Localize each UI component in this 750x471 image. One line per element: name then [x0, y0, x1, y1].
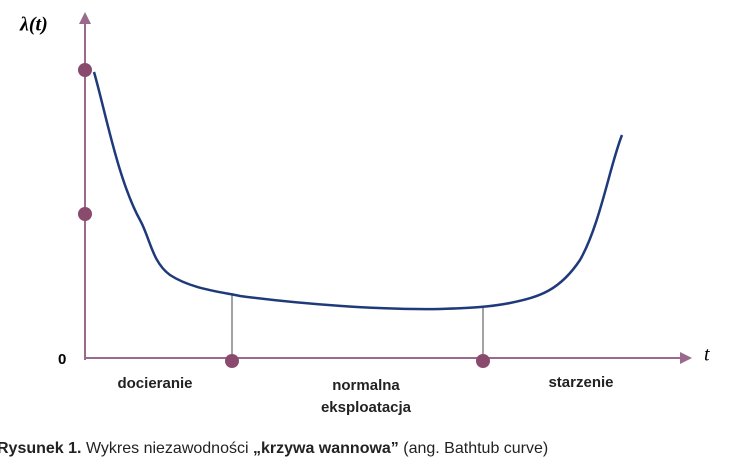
- phase-label: docieranie: [117, 375, 192, 392]
- phase-label: normalna: [332, 377, 400, 394]
- caption: Rysunek 1. Wykres niezawodności „krzywa …: [0, 440, 548, 458]
- phase-label: starzenie: [548, 374, 613, 391]
- axis-point: [78, 207, 92, 221]
- caption-note: (ang. Bathtub curve): [403, 440, 549, 457]
- caption-name: „krzywa wannowa”: [252, 440, 399, 457]
- axis-point: [476, 354, 490, 368]
- origin-label: 0: [58, 351, 66, 368]
- caption-text: Wykres niezawodności: [85, 440, 249, 457]
- bathtub-curve: [92, 71, 624, 311]
- x-axis-label: t: [704, 344, 710, 366]
- phase-label: eksploatacja: [321, 399, 412, 416]
- axis-point: [225, 354, 239, 368]
- y-axis-label: λ(t): [19, 14, 48, 36]
- caption-figure: Rysunek 1.: [0, 440, 82, 457]
- axis-point: [78, 63, 92, 77]
